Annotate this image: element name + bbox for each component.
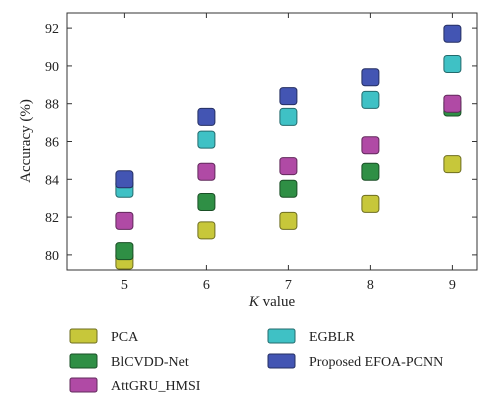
marker-attgru-hmsi: [361, 136, 380, 155]
legend-swatch-proposed-efoa-pcnn: [267, 353, 296, 369]
y-tick-label: 82: [45, 211, 59, 226]
x-axis-label-text: value: [259, 294, 296, 310]
marker-proposed-efoa-pcnn: [361, 68, 380, 87]
x-axis-label-variable: K: [248, 294, 260, 310]
marker-attgru-hmsi: [197, 162, 216, 181]
y-tick-label: 88: [45, 98, 59, 113]
legend-label-proposed-efoa-pcnn: Proposed EFOA-PCNN: [309, 355, 443, 370]
marker-pca: [197, 221, 216, 240]
y-tick-label: 92: [45, 22, 59, 37]
x-tick-label: 9: [449, 278, 456, 293]
y-tick-label: 90: [45, 60, 59, 75]
plot-frame: [66, 12, 478, 271]
marker-attgru-hmsi: [115, 211, 134, 230]
marker-egblr: [197, 130, 216, 149]
marker-proposed-efoa-pcnn: [115, 170, 134, 189]
legend-label-pca: PCA: [111, 330, 139, 345]
legend-swatch-blcvdd-net: [69, 353, 98, 369]
marker-blcvdd-net: [115, 242, 134, 261]
marker-attgru-hmsi: [443, 94, 462, 113]
marker-proposed-efoa-pcnn: [197, 107, 216, 126]
x-tick-label: 6: [203, 278, 210, 293]
legend-label-blcvdd-net: BlCVDD-Net: [111, 355, 189, 370]
y-axis-ticks: 80 82 84 86 88 90 92: [45, 22, 477, 264]
marker-proposed-efoa-pcnn: [279, 87, 298, 106]
marker-pca: [361, 194, 380, 213]
legend-swatch-pca: [69, 328, 98, 344]
x-tick-label: 5: [121, 278, 128, 293]
x-tick-label: 8: [367, 278, 374, 293]
legend: PCA BlCVDD-Net AttGRU_HMSI EGBLR Proposed EF…: [69, 328, 443, 394]
legend-swatch-egblr: [267, 328, 296, 344]
marker-egblr: [361, 90, 380, 109]
marker-blcvdd-net: [279, 179, 298, 198]
x-axis-ticks: 5 6 7 8 9: [121, 13, 456, 293]
x-tick-label: 7: [285, 278, 292, 293]
x-axis-label: K value: [248, 294, 296, 310]
marker-pca: [443, 155, 462, 174]
marker-egblr: [443, 55, 462, 74]
y-tick-label: 86: [45, 136, 59, 151]
marker-attgru-hmsi: [279, 157, 298, 176]
legend-label-attgru-hmsi: AttGRU_HMSI: [111, 379, 201, 394]
legend-swatch-attgru-hmsi: [69, 377, 98, 393]
y-tick-label: 84: [45, 173, 59, 188]
marker-proposed-efoa-pcnn: [443, 24, 462, 43]
marker-egblr: [279, 107, 298, 126]
y-axis-label: Accuracy (%): [18, 99, 34, 183]
legend-label-egblr: EGBLR: [309, 330, 356, 345]
marker-blcvdd-net: [361, 162, 380, 181]
marker-blcvdd-net: [197, 192, 216, 211]
marker-pca: [279, 211, 298, 230]
data-markers: [115, 24, 462, 270]
y-tick-label: 80: [45, 249, 59, 264]
